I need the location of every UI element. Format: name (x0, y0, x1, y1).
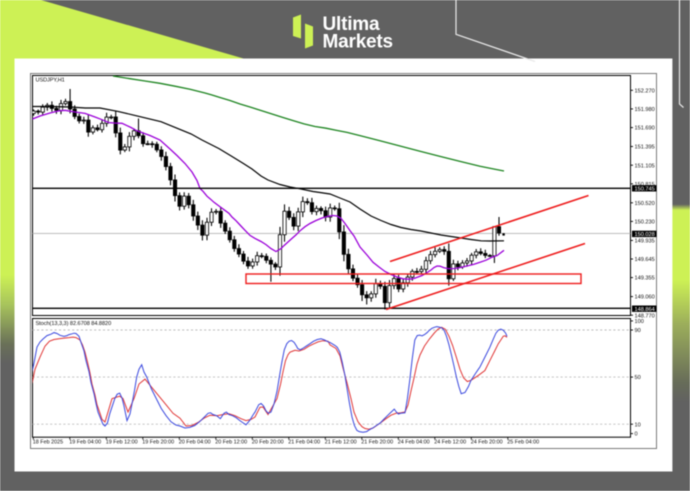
svg-text:19 Feb 04:00: 19 Feb 04:00 (69, 440, 101, 446)
svg-text:148.864: 148.864 (635, 307, 655, 313)
svg-text:19 Feb 20:00: 19 Feb 20:00 (142, 440, 174, 446)
svg-text:20 Feb 04:00: 20 Feb 04:00 (179, 440, 211, 446)
svg-text:150.745: 150.745 (635, 186, 655, 192)
svg-text:90: 90 (635, 328, 641, 334)
svg-text:USDJPY,H1: USDJPY,H1 (36, 78, 65, 84)
svg-text:21 Feb 12:00: 21 Feb 12:00 (325, 440, 357, 446)
svg-text:149.060: 149.060 (635, 295, 655, 301)
svg-text:25 Feb 04:00: 25 Feb 04:00 (507, 440, 539, 446)
svg-text:10: 10 (635, 422, 641, 428)
svg-text:151.395: 151.395 (635, 145, 655, 151)
svg-text:100: 100 (635, 319, 644, 325)
svg-text:24 Feb 04:00: 24 Feb 04:00 (398, 440, 430, 446)
svg-text:18 Feb 2025: 18 Feb 2025 (33, 440, 63, 446)
svg-text:151.980: 151.980 (635, 107, 655, 113)
svg-text:Markets: Markets (323, 31, 393, 52)
svg-text:0: 0 (635, 432, 638, 438)
svg-text:152.270: 152.270 (635, 88, 655, 94)
svg-text:20 Feb 20:00: 20 Feb 20:00 (252, 440, 284, 446)
svg-text:50: 50 (635, 375, 641, 381)
svg-text:148.770: 148.770 (635, 313, 655, 319)
svg-text:151.105: 151.105 (635, 163, 655, 169)
svg-text:21 Feb 20:00: 21 Feb 20:00 (361, 440, 393, 446)
svg-text:150.028: 150.028 (635, 232, 655, 238)
svg-text:150.230: 150.230 (635, 220, 655, 226)
svg-text:149.355: 149.355 (635, 276, 655, 282)
svg-text:150.815: 150.815 (635, 182, 655, 188)
svg-text:19 Feb 12:00: 19 Feb 12:00 (106, 440, 138, 446)
svg-text:21 Feb 04:00: 21 Feb 04:00 (288, 440, 320, 446)
svg-text:149.645: 149.645 (635, 257, 655, 263)
svg-text:24 Feb 12:00: 24 Feb 12:00 (434, 440, 466, 446)
svg-text:149.935: 149.935 (635, 239, 655, 245)
svg-text:151.690: 151.690 (635, 126, 655, 132)
svg-text:Stoch(13,3,3) 82.6708 84.8820: Stoch(13,3,3) 82.6708 84.8820 (36, 321, 112, 327)
svg-text:24 Feb 20:00: 24 Feb 20:00 (471, 440, 503, 446)
svg-text:150.520: 150.520 (635, 201, 655, 207)
svg-text:20 Feb 12:00: 20 Feb 12:00 (215, 440, 247, 446)
svg-text:Ultima: Ultima (323, 14, 381, 35)
